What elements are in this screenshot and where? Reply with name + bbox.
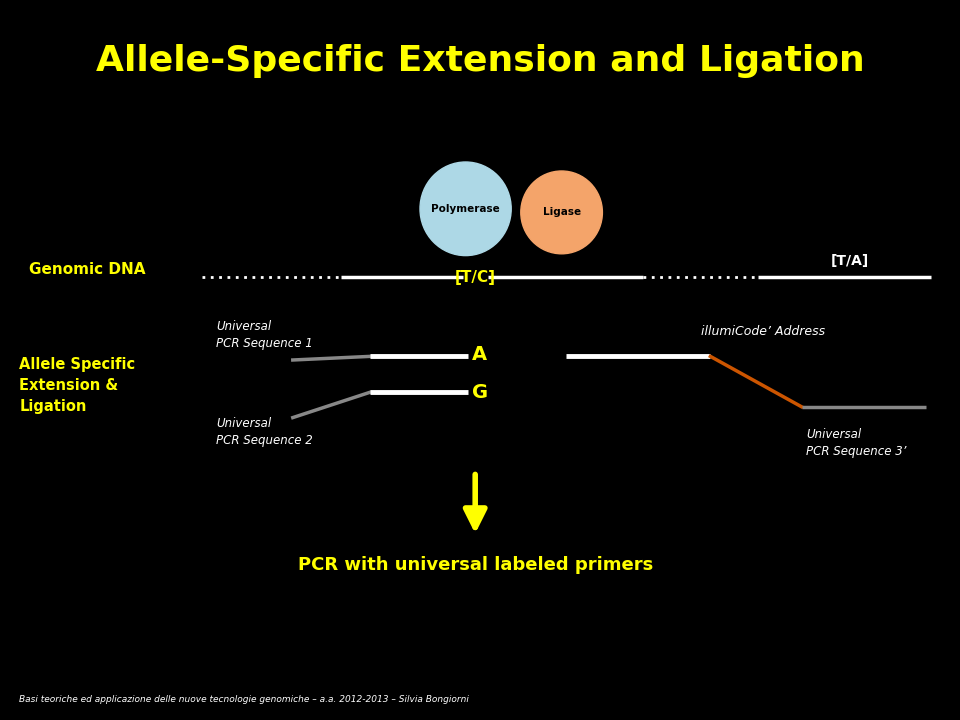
Text: Basi teoriche ed applicazione delle nuove tecnologie genomiche – a.a. 2012-2013 : Basi teoriche ed applicazione delle nuov… — [19, 696, 469, 704]
Text: PCR with universal labeled primers: PCR with universal labeled primers — [298, 556, 653, 575]
Text: illumiCode’ Address: illumiCode’ Address — [701, 325, 825, 338]
Text: [T/C]: [T/C] — [455, 270, 495, 284]
Ellipse shape — [520, 171, 602, 254]
Text: Polymerase: Polymerase — [431, 204, 500, 214]
Text: Universal
PCR Sequence 2: Universal PCR Sequence 2 — [216, 417, 313, 447]
Ellipse shape — [420, 162, 511, 256]
Text: Allele Specific
Extension &
Ligation: Allele Specific Extension & Ligation — [19, 356, 135, 414]
Text: G: G — [472, 383, 489, 402]
Text: Universal
PCR Sequence 1: Universal PCR Sequence 1 — [216, 320, 313, 350]
Text: [T/A]: [T/A] — [830, 254, 869, 269]
Text: Universal
PCR Sequence 3’: Universal PCR Sequence 3’ — [806, 428, 907, 458]
Text: Allele-Specific Extension and Ligation: Allele-Specific Extension and Ligation — [96, 44, 864, 78]
Text: Ligase: Ligase — [542, 207, 581, 217]
Text: Genomic DNA: Genomic DNA — [29, 263, 145, 277]
Text: A: A — [472, 346, 488, 364]
